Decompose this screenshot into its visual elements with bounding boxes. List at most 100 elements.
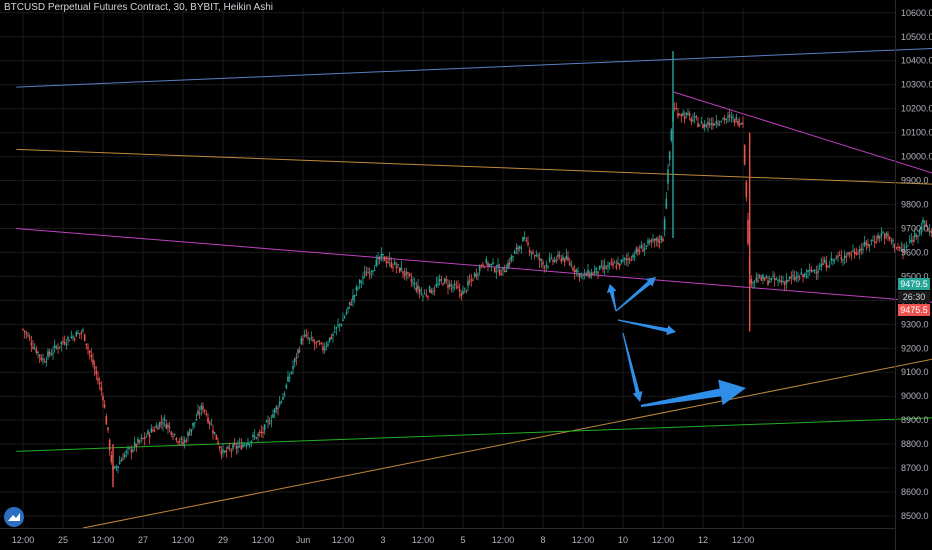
candle-body xyxy=(25,333,28,335)
candle-body xyxy=(715,121,718,124)
candle-body xyxy=(298,350,301,352)
candle-body xyxy=(880,233,883,237)
candle-body xyxy=(242,444,244,448)
candle-body xyxy=(83,334,86,341)
candle-body xyxy=(617,262,619,265)
projection-arrow xyxy=(617,319,676,336)
price-axis[interactable]: 8500.0 8600.0 8700.0 8800.0 8900.0 9000.0 9100… xyxy=(895,0,932,550)
candle-body xyxy=(583,272,586,274)
candle-body xyxy=(588,274,591,278)
candle-body xyxy=(903,249,906,252)
candle-body xyxy=(778,280,781,282)
projection-arrow xyxy=(606,284,617,312)
candle-body xyxy=(130,449,133,453)
candle-body xyxy=(90,354,93,357)
candle-body xyxy=(925,223,928,227)
candle-body xyxy=(568,262,571,265)
candle-body xyxy=(417,285,419,290)
candle-body xyxy=(245,445,248,447)
x-tick-label: 12:00 xyxy=(492,535,515,545)
candle-body xyxy=(660,236,663,241)
candle-body xyxy=(447,284,449,288)
x-tick-label: 3 xyxy=(380,535,385,545)
candle-body xyxy=(113,466,116,468)
candle-body xyxy=(70,336,73,339)
candle-body xyxy=(578,273,581,278)
candle-body xyxy=(680,114,683,117)
candle-body xyxy=(187,431,189,437)
trendline xyxy=(16,417,932,452)
tradingview-logo-icon[interactable] xyxy=(4,507,24,527)
candle-body xyxy=(477,274,479,276)
candle-body xyxy=(592,273,594,275)
candle-body xyxy=(882,232,884,234)
candle-body xyxy=(657,239,659,242)
candle-body xyxy=(153,430,156,432)
y-tick-label: 9000.0 xyxy=(901,391,929,401)
candle-body xyxy=(815,272,818,274)
candle-body xyxy=(877,234,879,239)
candle-body xyxy=(638,250,641,252)
candle-body xyxy=(813,269,816,271)
candle-body xyxy=(540,259,543,261)
candle-body xyxy=(817,270,819,273)
candle-body xyxy=(868,244,871,246)
candle-body xyxy=(423,293,426,295)
candle-body xyxy=(872,240,874,242)
candle-body xyxy=(268,422,271,425)
candle-body xyxy=(333,331,336,333)
candle-body xyxy=(650,240,653,242)
candle-body xyxy=(182,442,184,445)
candle-body xyxy=(848,252,851,255)
candle-body xyxy=(365,273,368,276)
candle-body xyxy=(520,247,523,249)
candle-body xyxy=(805,275,808,277)
candle-body xyxy=(155,425,158,428)
candle-body xyxy=(398,268,401,273)
candle-body xyxy=(358,279,361,284)
y-tick-label: 9900.0 xyxy=(901,176,929,186)
candle-body xyxy=(802,274,804,278)
candle-body xyxy=(327,343,329,346)
candle-body xyxy=(228,448,231,450)
candle-body xyxy=(728,115,731,117)
candle-body xyxy=(803,273,806,276)
candle-body xyxy=(380,254,383,258)
candle-body xyxy=(913,233,916,238)
candle-body xyxy=(233,443,236,445)
candle-body xyxy=(410,279,413,282)
candle-body xyxy=(492,262,494,264)
candle-body xyxy=(330,336,333,339)
candle-body xyxy=(440,279,443,281)
candle-body xyxy=(275,406,278,409)
x-tick-label: 12:00 xyxy=(732,535,755,545)
candle-body xyxy=(703,124,706,128)
candle-body xyxy=(643,248,646,250)
candle-body xyxy=(198,412,201,415)
candle-body xyxy=(193,422,196,424)
candle-body xyxy=(888,236,891,240)
candle-body xyxy=(830,258,833,261)
candle-body xyxy=(85,343,88,346)
candle-body xyxy=(775,278,778,280)
candle-body xyxy=(713,123,716,126)
x-tick-label: 8 xyxy=(540,535,545,545)
candle-body xyxy=(580,273,583,275)
candle-body xyxy=(183,439,186,443)
candle-body xyxy=(665,198,668,209)
candle-body xyxy=(235,446,238,449)
candle-body xyxy=(603,265,606,269)
candle-body xyxy=(157,427,159,430)
candle-body xyxy=(832,259,834,261)
x-tick-label: 29 xyxy=(218,535,228,545)
candle-body xyxy=(290,371,293,374)
candle-body xyxy=(695,116,698,118)
candle-body xyxy=(202,406,204,409)
candle-body xyxy=(850,254,853,256)
candle-body xyxy=(362,276,364,279)
candle-body xyxy=(735,116,738,120)
time-axis[interactable]: 12:00 25 12:00 27 12:00 29 12:00 Jun 12:00 3 12:00… xyxy=(0,528,895,546)
candle-body xyxy=(307,337,309,339)
candle-body xyxy=(345,312,348,315)
